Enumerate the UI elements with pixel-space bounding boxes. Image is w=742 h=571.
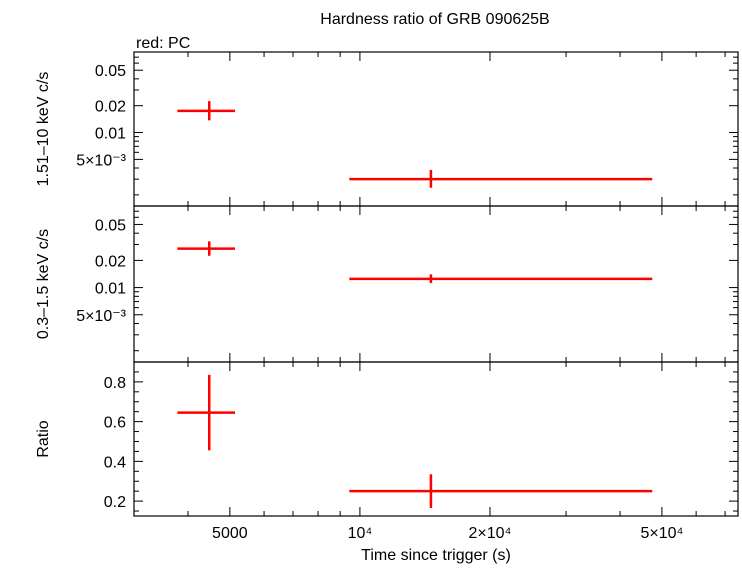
data-point	[177, 374, 236, 451]
panel-soft: 0.05 0.02 0.01 5×10⁻³ 0.3–1.5 keV c/s	[35, 205, 739, 363]
x-tick-label: 5×10⁴	[640, 525, 683, 542]
y-tick-label: 0.2	[104, 494, 126, 511]
y-tick-label: 0.02	[95, 253, 126, 270]
data-point	[349, 274, 653, 284]
y-tick-label: 0.01	[95, 281, 126, 298]
legend-note: red: PC	[136, 35, 190, 52]
y-tick-label: 0.6	[104, 415, 126, 432]
y-tick-label: 5×10⁻³	[76, 308, 126, 325]
x-tick-label: 10⁴	[348, 525, 373, 542]
y-axis-label: Ratio	[35, 420, 52, 457]
y-tick-label: 0.02	[95, 99, 126, 116]
x-tick-label: 5000	[212, 525, 248, 542]
y-tick-label: 5×10⁻³	[76, 152, 126, 169]
x-axis-label: Time since trigger (s)	[361, 547, 511, 564]
data-point	[177, 101, 236, 121]
chart-panels: 0.050.020.015×10⁻³1.51–10 keV c/s0.050.0…	[35, 51, 739, 564]
x-tick-label: 2×10⁴	[469, 525, 512, 542]
y-tick-label: 0.8	[104, 375, 126, 392]
data-point	[177, 241, 236, 256]
panel-ratio: 0.8 0.6 0.4 0.2 Ratio	[35, 361, 739, 517]
y-tick-label: 0.05	[95, 63, 126, 80]
chart-title: Hardness ratio of GRB 090625B	[320, 11, 549, 28]
panel-hard: 0.05 0.02 0.01 5×10⁻³ 1.51–10 keV c/s	[35, 51, 739, 207]
data-point	[349, 474, 653, 509]
panel-frame	[133, 205, 739, 363]
y-tick-label: 0.05	[95, 217, 126, 234]
data-point	[349, 170, 653, 188]
y-tick-label: 0.01	[95, 126, 126, 143]
panel-frame	[133, 51, 739, 207]
y-axis-label: 1.51–10 keV c/s	[35, 72, 52, 187]
y-tick-label: 0.4	[104, 454, 126, 471]
y-axis-label: 0.3–1.5 keV c/s	[35, 229, 52, 339]
panel-frame	[133, 361, 739, 517]
